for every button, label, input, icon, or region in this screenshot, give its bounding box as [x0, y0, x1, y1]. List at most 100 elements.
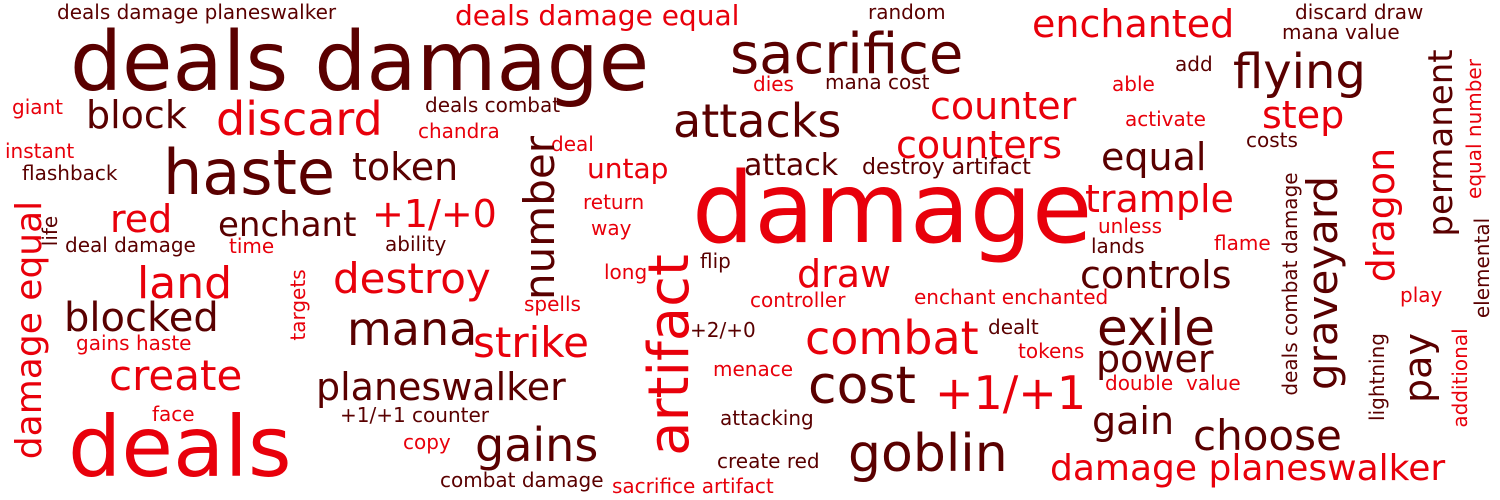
word-flying: flying	[1233, 44, 1366, 100]
word-counter: counter	[930, 84, 1077, 128]
word-damage-planeswalker: damage planeswalker	[1050, 448, 1446, 489]
word-value: value	[1186, 371, 1241, 395]
word-pay: pay	[1396, 333, 1440, 403]
word-equal: equal	[1101, 135, 1207, 179]
word-graveyard: graveyard	[1298, 175, 1347, 391]
word-counters: counters	[896, 123, 1063, 167]
word-dragon: dragon	[1359, 147, 1403, 283]
word-sacrifice: sacrifice	[730, 22, 964, 87]
word-sacrifice-artifact: sacrifice artifact	[612, 474, 774, 498]
word-step: step	[1262, 93, 1345, 137]
word-way: way	[591, 216, 632, 240]
word-deals-combat: deals combat	[425, 93, 561, 117]
word-activate: activate	[1125, 107, 1206, 131]
word-deals-combat-damage: deals combat damage	[1278, 172, 1302, 396]
word-cost: cost	[808, 356, 916, 416]
word-mana-value: mana value	[1282, 20, 1400, 44]
word-add: add	[1175, 52, 1213, 76]
word-flip: flip	[700, 249, 731, 273]
word-power: power	[1096, 337, 1214, 381]
word-spells: spells	[524, 292, 581, 316]
word-tokens: tokens	[1018, 339, 1085, 363]
word-targets: targets	[286, 269, 310, 341]
word-flame: flame	[1214, 231, 1271, 255]
word-lands: lands	[1091, 234, 1145, 258]
word-plus-one-one-counter: +1/+1 counter	[340, 403, 490, 427]
word-giant: giant	[12, 95, 64, 119]
word-plus-one-zero: +1/+0	[372, 192, 497, 236]
word-able: able	[1112, 72, 1155, 96]
word-plus-one-one: +1/+1	[935, 366, 1087, 420]
word-play: play	[1400, 283, 1443, 307]
word-dies: dies	[753, 72, 794, 96]
word-blocked: blocked	[64, 295, 219, 341]
word-controls: controls	[1080, 253, 1232, 297]
word-red: red	[110, 197, 173, 241]
word-haste: haste	[163, 136, 336, 209]
word-deals: deals	[68, 398, 292, 496]
word-instant: instant	[5, 139, 75, 163]
word-costs: costs	[1246, 128, 1298, 152]
word-damage: damage	[692, 152, 1093, 266]
word-gain: gain	[1092, 399, 1175, 443]
word-goblin: goblin	[848, 424, 1008, 484]
word-enchanted: enchanted	[1032, 2, 1235, 46]
word-attack: attack	[744, 148, 839, 183]
word-return: return	[583, 190, 645, 214]
word-trample: trample	[1085, 177, 1234, 221]
word-number: number	[515, 136, 564, 300]
word-deals-damage-planeswalker: deals damage planeswalker	[57, 0, 337, 24]
word-untap: untap	[587, 152, 669, 185]
word-discard: discard	[216, 92, 383, 146]
word-elemental: elemental	[1470, 217, 1494, 319]
word-choose: choose	[1193, 411, 1342, 460]
word-attacks: attacks	[673, 94, 842, 148]
word-random: random	[868, 0, 946, 24]
word-controller: controller	[750, 288, 846, 312]
word-deals-damage-equal: deals damage equal	[455, 0, 740, 32]
word-attacking: attacking	[720, 406, 814, 430]
word-discard-draw: discard draw	[1295, 0, 1424, 24]
word-gains: gains	[475, 418, 599, 472]
word-deal-damage: deal damage	[65, 233, 196, 257]
word-create-red: create red	[717, 449, 820, 473]
word-chandra: chandra	[418, 119, 500, 143]
word-enchant: enchant	[218, 205, 357, 245]
word-additional: additional	[1448, 328, 1472, 428]
word-permanent: permanent	[1421, 49, 1461, 237]
word-mana-cost: mana cost	[825, 70, 930, 94]
word-dealt: dealt	[988, 315, 1039, 339]
word-lightning: lightning	[1365, 333, 1389, 421]
word-unless: unless	[1098, 214, 1163, 238]
word-artifact: artifact	[637, 254, 702, 456]
word-flashback: flashback	[22, 161, 118, 185]
word-destroy-artifact: destroy artifact	[862, 155, 1031, 180]
word-time: time	[229, 234, 275, 258]
word-face: face	[152, 402, 195, 426]
word-deal: deal	[551, 132, 594, 156]
word-copy: copy	[403, 430, 451, 454]
word-plus-two-zero: +2/+0	[690, 318, 756, 342]
word-planeswalker: planeswalker	[316, 365, 566, 409]
word-long: long	[604, 260, 648, 284]
word-damage-equal: damage equal	[9, 200, 50, 460]
word-gains-haste: gains haste	[76, 331, 192, 355]
word-create: create	[109, 351, 243, 400]
word-deals-damage: deals damage	[70, 15, 650, 110]
word-block: block	[86, 93, 187, 137]
word-mana: mana	[347, 302, 478, 356]
word-enchant-enchanted: enchant enchanted	[914, 285, 1109, 309]
word-ability: ability	[385, 232, 447, 256]
word-equal-number: equal number	[1462, 59, 1486, 199]
word-double: double	[1105, 371, 1174, 395]
word-combat-damage: combat damage	[440, 468, 604, 492]
word-land: land	[137, 258, 233, 309]
word-draw: draw	[797, 252, 892, 296]
word-exile: exile	[1097, 299, 1216, 357]
word-menace: menace	[713, 357, 794, 381]
word-destroy: destroy	[333, 254, 491, 303]
word-token: token	[352, 145, 459, 189]
word-combat: combat	[805, 311, 979, 365]
word-strike: strike	[473, 318, 589, 367]
